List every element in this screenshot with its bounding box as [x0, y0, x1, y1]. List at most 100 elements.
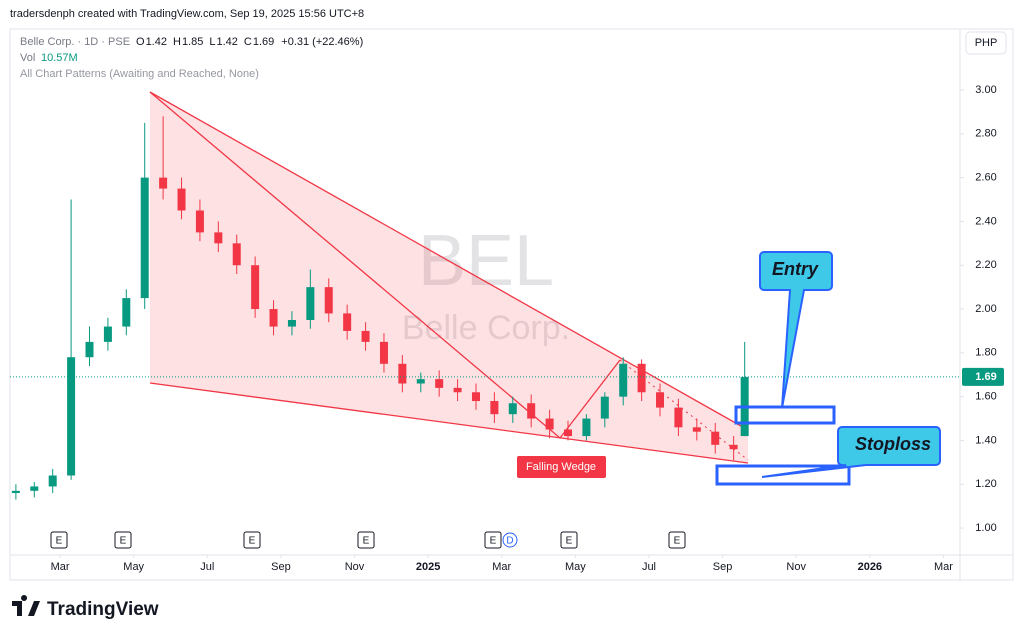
candle-body [398, 363, 407, 384]
candle-body [177, 188, 186, 211]
candle-body [453, 387, 462, 393]
candle-body [582, 418, 591, 437]
candle-body [140, 177, 149, 299]
currency-button[interactable] [965, 31, 1007, 55]
event-label: E [120, 536, 127, 547]
pattern-line [149, 91, 621, 439]
last-price-label: 1.69 [975, 371, 996, 383]
x-tick-label: Jul [200, 561, 214, 573]
candle-body [656, 392, 665, 408]
y-tick-label: 2.80 [975, 128, 996, 140]
candle-body [85, 341, 94, 358]
ohlc-value: 1.42 [146, 36, 167, 48]
earnings-marker [560, 531, 578, 549]
event-label: E [490, 536, 497, 547]
candle-body [122, 298, 131, 327]
wedge-fill [150, 92, 748, 463]
candle-body [416, 379, 425, 384]
indicator: All Chart Patterns (Awaiting and Reached… [20, 68, 259, 80]
x-tick-label: May [123, 561, 144, 573]
candle-body [214, 232, 223, 244]
wedge-line [149, 382, 749, 464]
x-tick-label: 2025 [416, 561, 440, 573]
candle-body [619, 363, 628, 397]
y-tick-label: 2.40 [975, 215, 996, 227]
candle-body [361, 330, 370, 342]
candle-body [692, 427, 701, 432]
candle-body [379, 341, 388, 364]
x-tick-label: Jul [642, 561, 656, 573]
y-tick-label: 1.80 [975, 347, 996, 359]
candle-body [490, 401, 499, 415]
currency[interactable]: PHP [975, 37, 998, 49]
ohlc-key: C [244, 36, 252, 48]
candle-body [564, 429, 573, 437]
candle-body [324, 287, 333, 314]
y-tick-label: 2.20 [975, 259, 996, 271]
x-tick-label: Nov [786, 561, 806, 573]
ohlc-key: H [173, 36, 181, 48]
candle-body [545, 418, 554, 430]
caption: tradersdenph created with TradingView.co… [10, 8, 364, 20]
event-label: E [56, 536, 63, 547]
ohlc-key: O [136, 36, 145, 48]
candle-body [195, 210, 204, 233]
candle-body [67, 357, 76, 476]
x-tick-label: Nov [345, 561, 365, 573]
event-label: E [674, 536, 681, 547]
entry-callout [759, 251, 833, 409]
stoploss-box [715, 464, 851, 486]
pattern-label: Falling Wedge [526, 461, 596, 473]
logo [12, 595, 40, 616]
earnings-marker [50, 531, 68, 549]
earnings-marker [114, 531, 132, 549]
earnings-marker [484, 531, 502, 549]
candle-body [637, 363, 646, 393]
y-tick-label: 3.00 [975, 84, 996, 96]
earnings-marker [243, 531, 261, 549]
y-tick-label: 2.00 [975, 303, 996, 315]
y-tick-label: 1.00 [975, 522, 996, 534]
event-label: D [506, 536, 513, 547]
candle-body [159, 177, 168, 189]
x-tick-label: 2026 [858, 561, 882, 573]
candle-body [251, 265, 260, 310]
ohlc-value: 1.69 [253, 36, 274, 48]
candle-body [527, 403, 536, 419]
vol-label: Vol [20, 52, 35, 64]
candle-body [471, 392, 480, 402]
x-tick-label: Sep [271, 561, 291, 573]
symbol: Belle Corp. · 1D · PSE [20, 36, 130, 48]
candle-body [103, 326, 112, 342]
y-tick-label: 1.40 [975, 434, 996, 446]
ohlc-value: 1.42 [216, 36, 237, 48]
y-tick-label: 1.60 [975, 391, 996, 403]
wedge-line [149, 91, 749, 431]
watermark: BEL [418, 221, 554, 301]
candle-body [269, 309, 278, 327]
candle-body [48, 475, 57, 487]
candle-body [232, 243, 241, 266]
candle-body [287, 319, 296, 327]
candle-body [600, 396, 609, 419]
candle-body [306, 287, 315, 320]
ohlc-value: 1.85 [182, 36, 203, 48]
entry-text: Entry [772, 259, 819, 279]
x-tick-label: Mar [51, 561, 70, 573]
dividend-marker [502, 532, 518, 548]
candle-body [435, 379, 444, 388]
candle-body [674, 407, 683, 428]
candle-body [711, 431, 720, 445]
last-price-tag [962, 367, 1004, 386]
x-tick-label: Sep [713, 561, 733, 573]
earnings-marker [357, 531, 375, 549]
x-tick-label: Mar [492, 561, 511, 573]
ohlc-value: +0.31 (+22.46%) [281, 36, 363, 48]
candle-body [30, 486, 39, 491]
brand: TradingView [47, 599, 159, 620]
earnings-marker [668, 531, 686, 549]
candle-body [343, 313, 352, 331]
entry-box [734, 405, 836, 425]
y-tick-label: 2.60 [975, 172, 996, 184]
